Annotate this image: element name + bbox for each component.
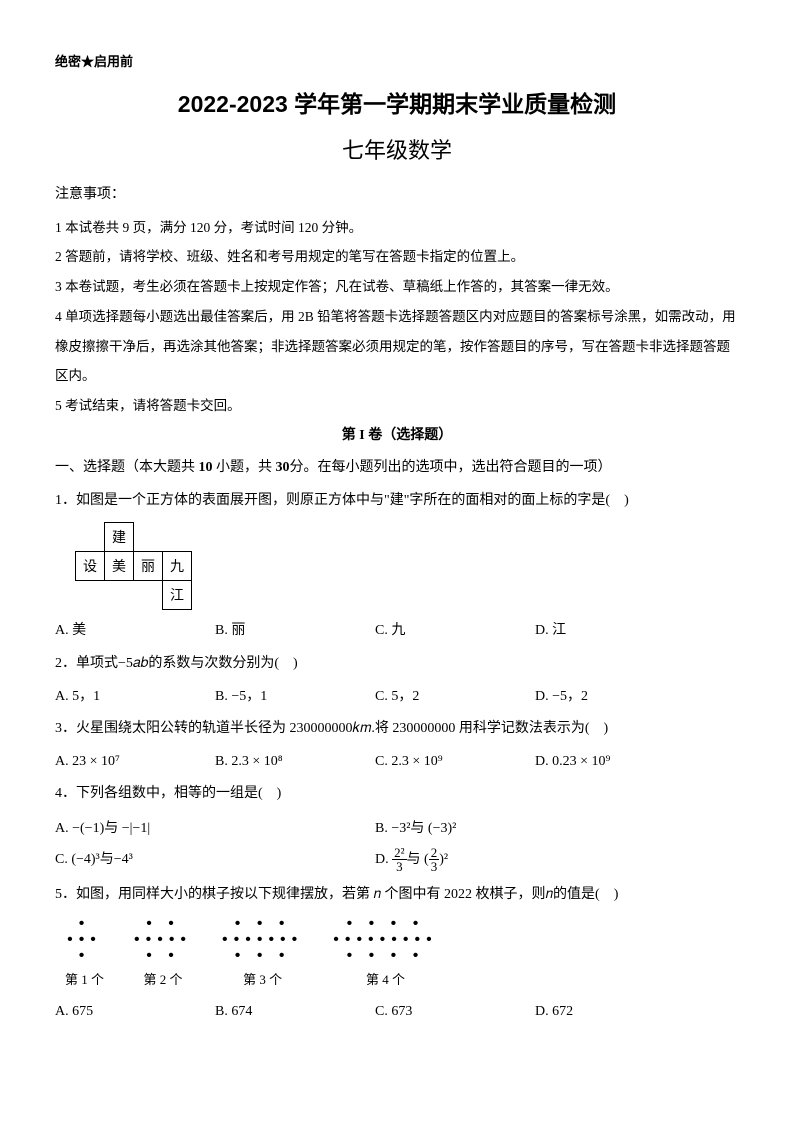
q2-opt-c: C. 5，2 (375, 684, 535, 711)
part-n: 10 (199, 460, 213, 475)
q1-opt-a: A. 美 (55, 618, 215, 645)
fig-4: • • • • ••••••••• • • • • 第 4 个 (333, 916, 437, 993)
net-cell: 九 (163, 552, 192, 581)
q5-opt-b: B. 674 (215, 999, 375, 1026)
q3-text: 火星围绕太阳公转的轨道半长径为 230000000𝑘𝑚.将 230000000 … (76, 721, 608, 736)
net-cell: 江 (163, 581, 192, 610)
net-cell: 建 (105, 523, 134, 552)
notice-2: 2 答题前，请将学校、班级、姓名和考号用规定的笔写在答题卡指定的位置上。 (55, 242, 739, 272)
question-2: 2．单项式−5𝑎𝑏的系数与次数分别为( ) (55, 651, 739, 678)
q5-num: 5． (55, 887, 76, 902)
fig-1-label: 第 1 个 (65, 968, 104, 993)
q2-num: 2． (55, 656, 76, 671)
subtitle: 七年级数学 (55, 130, 739, 172)
net-cell: 丽 (134, 552, 163, 581)
q2-opt-a: A. 5，1 (55, 684, 215, 711)
part-score: 30 (276, 460, 290, 475)
q1-opt-d: D. 江 (535, 618, 695, 645)
q5-options: A. 675 B. 674 C. 673 D. 672 (55, 999, 739, 1026)
notice-5: 5 考试结束，请将答题卡交回。 (55, 391, 739, 421)
q5-opt-d: D. 672 (535, 999, 695, 1026)
notice-1: 1 本试卷共 9 页，满分 120 分，考试时间 120 分钟。 (55, 213, 739, 243)
notice-4: 4 单项选择题每小题选出最佳答案后，用 2B 铅笔将答题卡选择题答题区内对应题目… (55, 302, 739, 391)
q2-opt-b: B. −5，1 (215, 684, 375, 711)
q4-num: 4． (55, 786, 76, 801)
notice-3: 3 本卷试题，考生必须在答题卡上按规定作答；凡在试卷、草稿纸上作答的，其答案一律… (55, 272, 739, 302)
q4-text: 下列各组数中，相等的一组是( ) (76, 786, 281, 801)
confidential-label: 绝密★启用前 (55, 50, 739, 75)
q4-options: A. −(−1)与 −|−1| B. −3²与 (−3)² C. (−4)³与−… (55, 814, 739, 876)
fig-2-label: 第 2 个 (144, 968, 183, 993)
q4-opt-b: B. −3²与 (−3)² (375, 814, 695, 845)
net-cell: 设 (76, 552, 105, 581)
q3-options: A. 23 × 10⁷ B. 2.3 × 10⁸ C. 2.3 × 10⁹ D.… (55, 749, 739, 776)
question-4: 4．下列各组数中，相等的一组是( ) (55, 781, 739, 808)
cube-net-diagram: 建 设美丽九 江 (75, 522, 192, 610)
q2-text: 单项式−5𝑎𝑏的系数与次数分别为( ) (76, 656, 298, 671)
q5-opt-a: A. 675 (55, 999, 215, 1026)
part-header: 一、选择题（本大题共 10 小题，共 30分。在每小题列出的选项中，选出符合题目… (55, 455, 739, 482)
main-title: 2022-2023 学年第一学期期末学业质量检测 (55, 83, 739, 127)
q1-text: 如图是一个正方体的表面展开图，则原正方体中与"建"字所在的面相对的面上标的字是(… (76, 493, 629, 508)
fig-3-label: 第 3 个 (243, 968, 282, 993)
q2-opt-d: D. −5，2 (535, 684, 695, 711)
notice-label: 注意事项： (55, 182, 739, 209)
q1-opt-c: C. 九 (375, 618, 535, 645)
fig-2: • • ••••• • • 第 2 个 (134, 916, 192, 993)
q3-opt-b: B. 2.3 × 10⁸ (215, 749, 375, 776)
fig-4-label: 第 4 个 (366, 968, 405, 993)
q5-opt-c: C. 673 (375, 999, 535, 1026)
net-cell: 美 (105, 552, 134, 581)
pattern-diagram: • ••• • 第 1 个 • • ••••• • • 第 2 个 • • • … (65, 916, 739, 993)
part-text-a: 一、选择题（本大题共 (55, 460, 199, 475)
question-3: 3．火星围绕太阳公转的轨道半长径为 230000000𝑘𝑚.将 23000000… (55, 716, 739, 743)
part-text-c: 分。在每小题列出的选项中，选出符合题目的一项） (290, 460, 612, 475)
q1-options: A. 美 B. 丽 C. 九 D. 江 (55, 618, 739, 645)
fig-3: • • • ••••••• • • • 第 3 个 (222, 916, 303, 993)
q3-opt-d: D. 0.23 × 10⁹ (535, 749, 695, 776)
q3-opt-a: A. 23 × 10⁷ (55, 749, 215, 776)
q2-options: A. 5，1 B. −5，1 C. 5，2 D. −5，2 (55, 684, 739, 711)
section-header: 第 I 卷（选择题） (55, 423, 739, 450)
part-text-b: 小题，共 (213, 460, 276, 475)
question-5: 5．如图，用同样大小的棋子按以下规律摆放，若第 𝑛 个图中有 2022 枚棋子，… (55, 882, 739, 909)
q3-num: 3． (55, 721, 76, 736)
q4-opt-a: A. −(−1)与 −|−1| (55, 814, 375, 845)
q5-text: 如图，用同样大小的棋子按以下规律摆放，若第 𝑛 个图中有 2022 枚棋子，则𝑛… (76, 887, 618, 902)
q4-opt-c: C. (−4)³与−4³ (55, 845, 375, 876)
q1-opt-b: B. 丽 (215, 618, 375, 645)
q4-opt-d: D. 2²3与 (23)² (375, 845, 695, 876)
question-1: 1．如图是一个正方体的表面展开图，则原正方体中与"建"字所在的面相对的面上标的字… (55, 488, 739, 515)
q3-opt-c: C. 2.3 × 10⁹ (375, 749, 535, 776)
fig-1: • ••• • 第 1 个 (65, 916, 104, 993)
q1-num: 1． (55, 493, 76, 508)
